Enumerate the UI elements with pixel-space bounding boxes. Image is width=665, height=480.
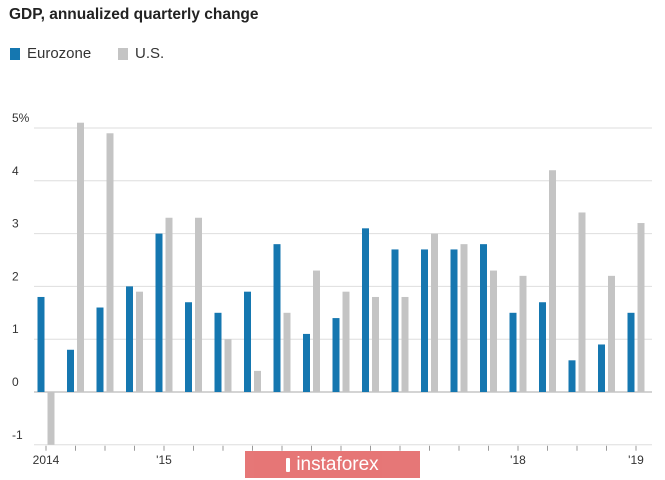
bar-eurozone <box>185 302 192 392</box>
bar-us <box>637 223 645 392</box>
bar-us <box>254 370 261 392</box>
instaforex-logo-icon <box>286 457 291 472</box>
y-tick-label: 3 <box>12 217 19 231</box>
y-tick-label: 4 <box>12 164 19 178</box>
x-tick-label: '15 <box>156 453 172 467</box>
x-tick-label: '18 <box>510 453 526 467</box>
bar-us <box>136 291 143 392</box>
y-tick-label: 2 <box>12 269 19 283</box>
bar-us <box>195 217 202 392</box>
bar-us <box>460 244 468 392</box>
legend-label-eurozone: Eurozone <box>27 45 92 62</box>
bar-eurozone <box>480 244 487 392</box>
bar-us <box>519 275 527 392</box>
bar-us <box>283 312 291 392</box>
bar-us <box>342 291 350 392</box>
bar-eurozone <box>96 307 104 392</box>
bar-eurozone <box>509 312 517 392</box>
bar-us <box>431 233 438 392</box>
x-tick-label: '19 <box>628 453 644 467</box>
y-tick-label: 5% <box>12 111 30 125</box>
bar-eurozone <box>421 249 428 392</box>
bar-us <box>372 296 379 392</box>
bar-us <box>106 133 114 392</box>
bar-eurozone <box>362 228 369 392</box>
bar-eurozone <box>332 318 340 392</box>
instaforex-watermark: instaforex <box>245 451 420 478</box>
bar-us <box>224 339 232 392</box>
watermark-text: instaforex <box>296 453 379 475</box>
bar-eurozone <box>391 249 399 392</box>
legend-item-us: U.S. <box>118 45 164 62</box>
y-tick-label: -1 <box>12 428 23 442</box>
bar-eurozone <box>450 249 458 392</box>
bar-us <box>47 392 55 445</box>
bar-eurozone <box>303 333 310 392</box>
bar-us <box>165 217 173 392</box>
bar-us <box>401 296 409 392</box>
bar-eurozone <box>627 312 635 392</box>
bar-eurozone <box>155 233 163 392</box>
bar-us <box>608 275 615 392</box>
bar-us <box>313 270 320 392</box>
y-tick-label: 0 <box>12 375 19 389</box>
bar-us <box>77 122 84 392</box>
bar-eurozone <box>214 312 222 392</box>
bar-eurozone <box>539 302 546 392</box>
bar-us <box>490 270 497 392</box>
legend-swatch-eurozone <box>10 47 20 60</box>
bar-us <box>549 170 556 392</box>
bar-eurozone <box>273 244 281 392</box>
bar-eurozone <box>37 296 45 392</box>
bar-eurozone <box>598 344 605 392</box>
legend-label-us: U.S. <box>135 45 165 62</box>
bar-eurozone <box>67 349 74 392</box>
x-tick-label: 2014 <box>33 453 60 467</box>
bar-eurozone <box>568 360 576 392</box>
legend-swatch-us <box>118 47 128 60</box>
bar-us <box>578 212 586 392</box>
y-tick-label: 1 <box>12 322 19 336</box>
chart-title: GDP, annualized quarterly change <box>9 6 259 23</box>
bar-eurozone <box>244 291 251 392</box>
bar-eurozone <box>126 286 133 392</box>
legend-item-eurozone: Eurozone <box>10 45 91 62</box>
